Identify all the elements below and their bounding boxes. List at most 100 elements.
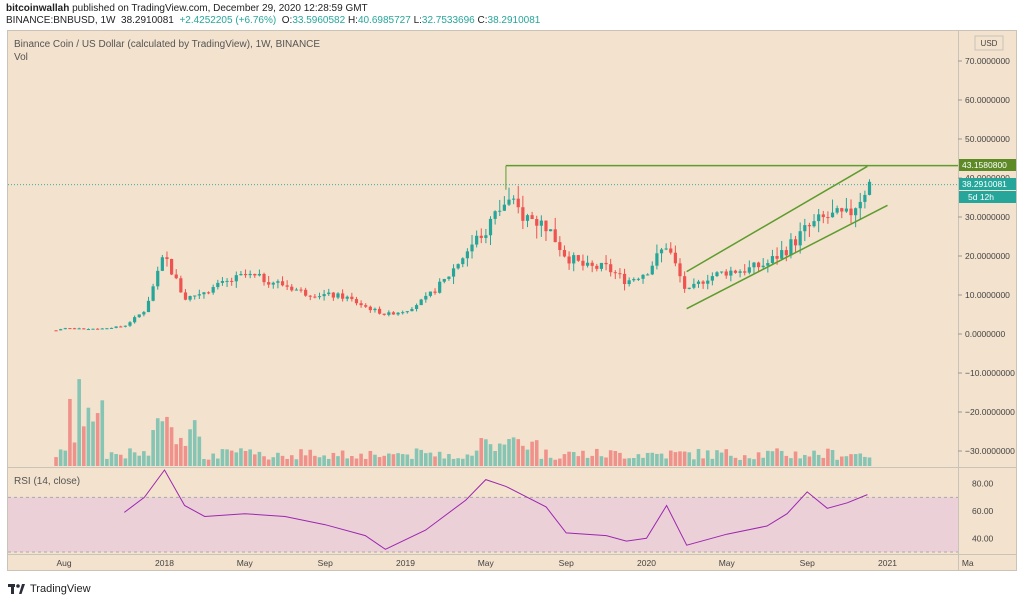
volume-bar bbox=[798, 458, 802, 466]
candle-body bbox=[678, 263, 682, 277]
candle-body bbox=[817, 214, 821, 222]
candle-body bbox=[119, 326, 123, 328]
volume-bar bbox=[373, 454, 377, 466]
volume-bar bbox=[752, 459, 756, 466]
volume-bar bbox=[493, 450, 497, 466]
volume-bar bbox=[613, 450, 618, 466]
volume-bar bbox=[105, 458, 109, 466]
candle-body bbox=[447, 276, 451, 279]
candle-body bbox=[202, 292, 206, 295]
volume-bars bbox=[54, 379, 872, 466]
volume-bar bbox=[779, 450, 784, 466]
candle-body bbox=[780, 250, 784, 259]
volume-bar bbox=[687, 452, 692, 466]
candle-body bbox=[807, 225, 812, 227]
volume-bar bbox=[239, 448, 243, 466]
volume-bar bbox=[742, 455, 747, 466]
candle-body bbox=[835, 208, 839, 213]
volume-bar bbox=[248, 449, 252, 466]
volume-bar bbox=[114, 454, 118, 466]
volume-bar bbox=[756, 452, 761, 466]
volume-bar bbox=[710, 458, 715, 466]
candle-body bbox=[849, 208, 853, 216]
candle-body bbox=[179, 278, 183, 293]
candle-body bbox=[798, 231, 802, 246]
high-label: H: bbox=[347, 15, 358, 26]
volume-bar bbox=[470, 455, 474, 466]
candle-body bbox=[225, 280, 229, 282]
tradingview-logo-icon bbox=[8, 584, 25, 594]
candle-body bbox=[414, 305, 419, 310]
volume-bar bbox=[766, 450, 770, 466]
publish-text: published on TradingView.com, December 2… bbox=[69, 3, 368, 14]
candle-body bbox=[456, 264, 460, 269]
volume-bar bbox=[548, 457, 553, 466]
low-label: L: bbox=[413, 15, 422, 26]
volume-bar bbox=[359, 453, 363, 466]
candle-body bbox=[327, 292, 331, 295]
volume-bar bbox=[692, 459, 696, 466]
volume-bar bbox=[830, 450, 835, 466]
candle-body bbox=[304, 289, 308, 296]
volume-bar bbox=[701, 458, 705, 466]
currency-box[interactable] bbox=[974, 35, 1004, 51]
candle-body bbox=[350, 296, 354, 300]
rsi-tick-label: 80.00 bbox=[972, 479, 994, 489]
channel-upper-line[interactable] bbox=[686, 165, 868, 273]
candle-body bbox=[230, 280, 234, 282]
time-label: May bbox=[719, 558, 736, 568]
volume-bar bbox=[437, 451, 442, 466]
candle-body bbox=[659, 249, 664, 254]
channel-lower-line[interactable] bbox=[686, 204, 888, 310]
candle-body bbox=[793, 239, 798, 246]
footer: TradingView bbox=[0, 578, 1027, 606]
ohlc-line: BINANCE:BNBUSD, 1W 38.2910081 +2.4252205… bbox=[6, 15, 540, 26]
candle-body bbox=[590, 262, 594, 266]
candle-body bbox=[123, 325, 127, 327]
candle-body bbox=[752, 262, 756, 268]
candle-body bbox=[169, 258, 174, 275]
time-axis-bg bbox=[8, 555, 1016, 570]
candle-body bbox=[539, 220, 543, 226]
publisher-name[interactable]: bitcoinwallah bbox=[6, 3, 70, 14]
candle-body bbox=[766, 263, 770, 266]
volume-bar bbox=[340, 450, 345, 466]
time-label: Sep bbox=[800, 558, 815, 568]
volume-bar bbox=[271, 457, 276, 466]
candle-body bbox=[354, 299, 359, 304]
candle-body bbox=[706, 280, 710, 284]
time-label: Sep bbox=[559, 558, 574, 568]
price-chart[interactable]: Binance Coin / US Dollar (calculated by … bbox=[0, 0, 1027, 578]
volume-bar bbox=[354, 458, 359, 466]
tradingview-logo[interactable]: TradingView bbox=[8, 583, 91, 595]
price-tick-label: −30.0000000 bbox=[965, 446, 1015, 456]
candle-body bbox=[761, 265, 765, 268]
candle-body bbox=[854, 208, 858, 216]
candle-body bbox=[632, 279, 636, 281]
candle-body bbox=[91, 328, 95, 330]
volume-bar bbox=[567, 451, 571, 466]
volume-bar bbox=[400, 454, 405, 466]
candle-body bbox=[197, 294, 201, 296]
candle-body bbox=[627, 280, 631, 285]
volume-bar bbox=[225, 449, 229, 466]
candle-body bbox=[784, 250, 788, 256]
volume-bar bbox=[622, 458, 627, 466]
volume-bar bbox=[451, 458, 456, 466]
candle-body bbox=[137, 314, 141, 318]
close-value: 38.2910081 bbox=[487, 15, 541, 26]
candle-body bbox=[669, 248, 673, 253]
candle-body bbox=[641, 274, 645, 279]
volume-bar bbox=[118, 454, 123, 466]
volume-bar bbox=[534, 440, 539, 466]
candle-body bbox=[262, 273, 266, 283]
volume-bar bbox=[484, 439, 488, 466]
candle-body bbox=[433, 291, 437, 293]
candle-body bbox=[220, 281, 225, 283]
candle-body bbox=[373, 308, 377, 311]
candle-body bbox=[188, 296, 192, 300]
candle-body bbox=[613, 272, 617, 274]
volume-bar bbox=[821, 457, 826, 466]
candle-body bbox=[146, 300, 151, 313]
candle-body bbox=[280, 281, 285, 286]
